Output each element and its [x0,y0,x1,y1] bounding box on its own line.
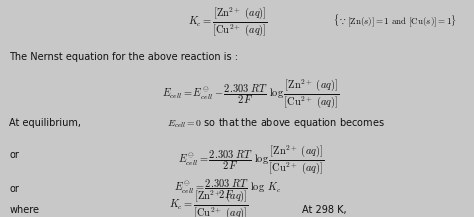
Text: At equilibrium,: At equilibrium, [9,118,82,128]
Text: The Nernst equation for the above reaction is :: The Nernst equation for the above reacti… [9,53,238,62]
Text: $K_c = \dfrac{[\mathrm{Zn}^{2+}\ (aq)]}{[\mathrm{Cu}^{2+}\ (aq)]}$: $K_c = \dfrac{[\mathrm{Zn}^{2+}\ (aq)]}{… [188,5,268,38]
Text: $E_{cell} = E^{\ominus}_{cell} - \dfrac{2.303\ RT}{2F}\ \log \dfrac{[\mathrm{Zn}: $E_{cell} = E^{\ominus}_{cell} - \dfrac{… [162,77,339,110]
Text: where: where [9,205,39,215]
Text: or: or [9,150,19,160]
Text: or: or [9,184,19,194]
Text: $E^{\ominus}_{cell} = \dfrac{2.303\ RT}{2F}\ \log \dfrac{[\mathrm{Zn}^{2+}\ (aq): $E^{\ominus}_{cell} = \dfrac{2.303\ RT}{… [178,143,324,176]
Text: At 298 K,: At 298 K, [302,205,346,215]
Text: $\{\because[\mathrm{Zn}(s)] = 1\ \mathrm{and}\ [\mathrm{Cu}(s)] = 1\}$: $\{\because[\mathrm{Zn}(s)] = 1\ \mathrm… [333,13,457,30]
Text: $E_{cell} = 0$ so that the above equation becomes: $E_{cell} = 0$ so that the above equatio… [167,116,385,130]
Text: $K_c = \dfrac{[\mathrm{Zn}^{2+}\ (aq)]}{[\mathrm{Cu}^{2+}\ (aq)]}$: $K_c = \dfrac{[\mathrm{Zn}^{2+}\ (aq)]}{… [169,189,249,217]
Text: $E^{\ominus}_{cell} = \dfrac{2.303\ RT}{2F}\ \log\ K_c$: $E^{\ominus}_{cell} = \dfrac{2.303\ RT}{… [174,178,282,201]
